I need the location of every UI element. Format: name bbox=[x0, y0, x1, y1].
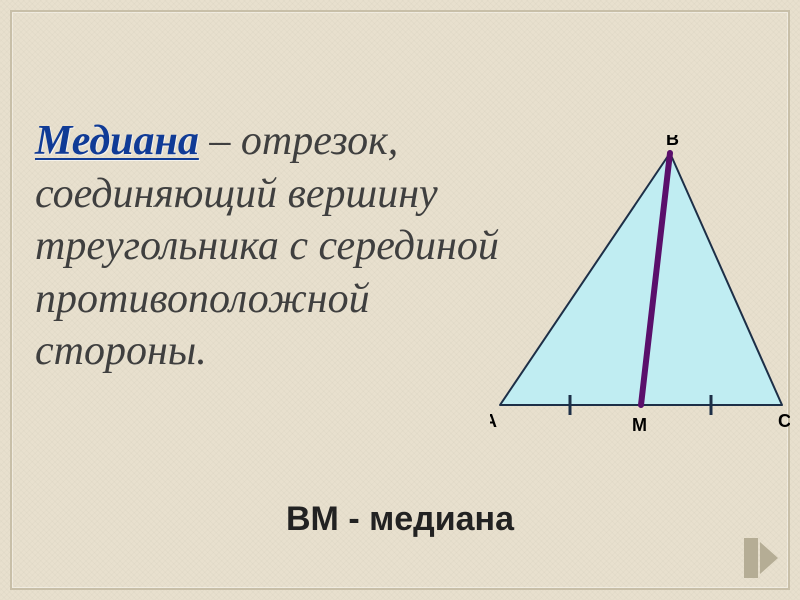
svg-text:C: C bbox=[778, 411, 790, 431]
triangle-svg: A B C M bbox=[490, 135, 790, 445]
triangle-diagram: A B C M bbox=[490, 135, 790, 445]
next-slide-icon[interactable] bbox=[744, 538, 778, 578]
definition-text: Медиана – отрезок, соединяющий вершину т… bbox=[35, 115, 505, 378]
term-median: Медиана bbox=[35, 118, 199, 164]
median-caption: ВМ - медиана bbox=[0, 500, 800, 539]
svg-text:A: A bbox=[490, 411, 497, 431]
dash: – bbox=[199, 118, 241, 164]
svg-text:M: M bbox=[632, 415, 647, 435]
svg-text:B: B bbox=[666, 135, 679, 149]
